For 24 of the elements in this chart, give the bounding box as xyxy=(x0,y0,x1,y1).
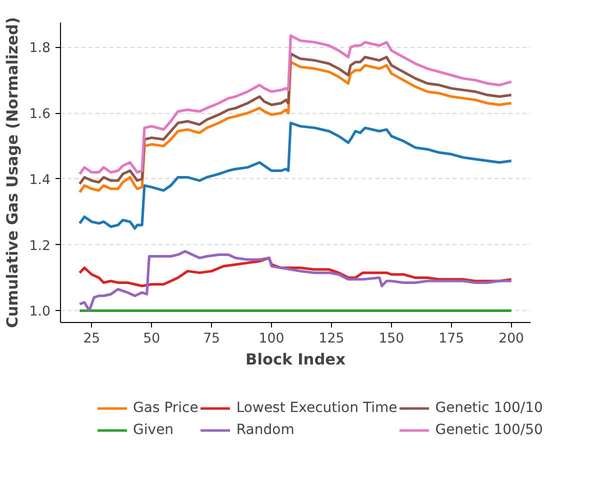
legend-label: Given xyxy=(133,422,174,438)
line-series xyxy=(78,122,513,230)
y-tick-label: 1.6 xyxy=(29,107,51,122)
y-tick-label: 1.4 xyxy=(29,172,51,188)
x-tick-label: 175 xyxy=(438,332,464,346)
legend-label: Random xyxy=(236,422,294,438)
x-tick-label: 50 xyxy=(143,332,160,346)
x-tick-label: 125 xyxy=(318,332,344,346)
y-axis-title: Cumulative Gas Usage (Normalized) xyxy=(3,16,22,328)
x-axis-title: Block Index xyxy=(246,350,346,368)
line-series xyxy=(78,34,513,176)
legend-label: Gas Price xyxy=(133,400,198,416)
y-tick-label: 1.2 xyxy=(29,238,51,254)
legend-label: Lowest Execution Time xyxy=(236,400,398,416)
x-tick-label: 75 xyxy=(203,332,220,346)
x-tick-label: 150 xyxy=(378,332,404,346)
x-tick-label: 25 xyxy=(83,332,100,346)
legend-label: Genetic 100/50 xyxy=(435,422,543,438)
line-series xyxy=(78,250,513,312)
x-tick-label: 200 xyxy=(498,332,524,346)
x-tick-label: 100 xyxy=(258,332,284,346)
y-tick-label: 1.0 xyxy=(29,304,51,320)
y-tick-label: 1.8 xyxy=(29,41,51,56)
legend-label: Genetic 100/10 xyxy=(435,400,543,416)
